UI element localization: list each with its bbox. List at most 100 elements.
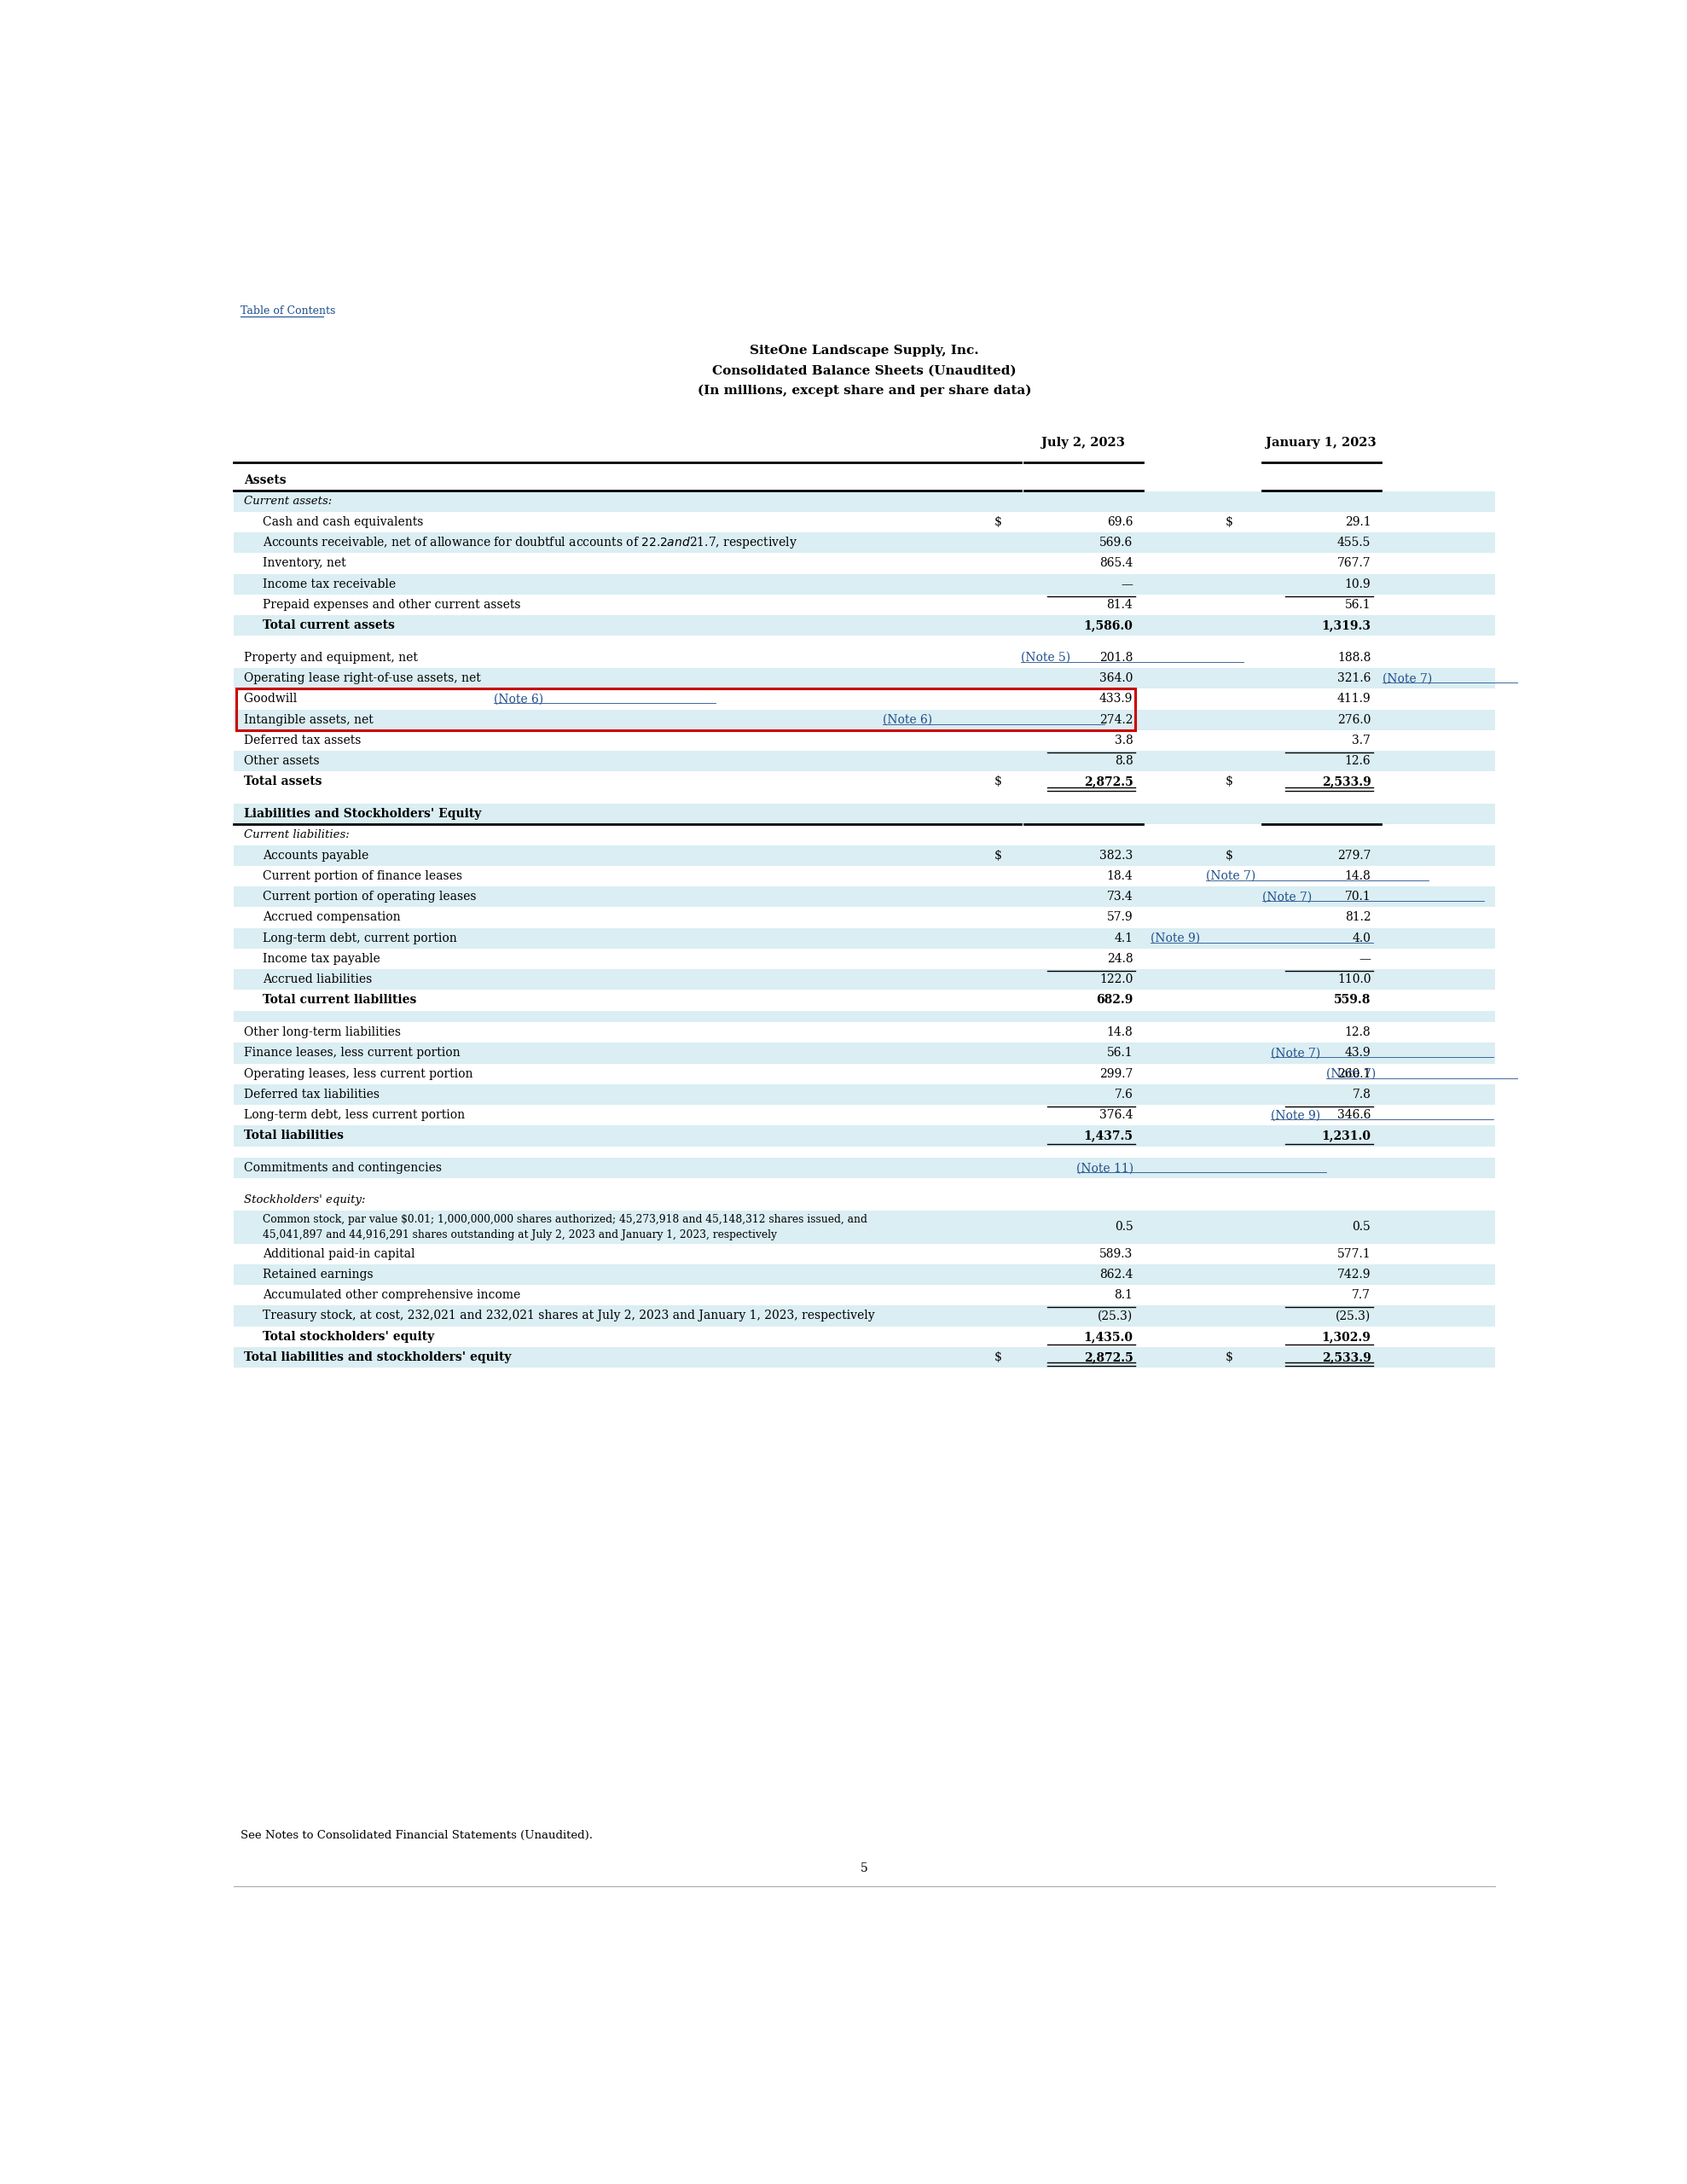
Text: 382.3: 382.3 — [1100, 850, 1134, 860]
Text: $: $ — [994, 1352, 1002, 1363]
Text: (Note 6): (Note 6) — [494, 692, 543, 705]
Text: Prepaid expenses and other current assets: Prepaid expenses and other current asset… — [263, 598, 520, 612]
Text: Total assets: Total assets — [245, 775, 322, 788]
Text: Accrued compensation: Accrued compensation — [263, 911, 400, 924]
Text: Intangible assets, net: Intangible assets, net — [245, 714, 378, 725]
Text: Property and equipment, net: Property and equipment, net — [245, 651, 422, 664]
Text: 0.5: 0.5 — [1353, 1221, 1372, 1234]
Text: 7.7: 7.7 — [1353, 1289, 1372, 1302]
Bar — [234, 1125, 1495, 1147]
Text: Deferred tax liabilities: Deferred tax liabilities — [245, 1088, 380, 1101]
Text: 57.9: 57.9 — [1107, 911, 1134, 924]
Text: 1,319.3: 1,319.3 — [1321, 620, 1372, 631]
Text: Total stockholders' equity: Total stockholders' equity — [263, 1330, 434, 1343]
Text: Liabilities and Stockholders' Equity: Liabilities and Stockholders' Equity — [245, 808, 481, 819]
Text: (Note 5): (Note 5) — [1021, 651, 1071, 664]
Text: 24.8: 24.8 — [1107, 952, 1134, 965]
Text: $: $ — [1225, 515, 1233, 529]
Text: $: $ — [1225, 850, 1233, 860]
Text: Income tax receivable: Income tax receivable — [263, 579, 395, 590]
Bar — [236, 688, 1135, 729]
Text: Commitments and contingencies: Commitments and contingencies — [245, 1162, 445, 1175]
Text: 2,872.5: 2,872.5 — [1083, 1352, 1134, 1363]
Text: Current portion of operating leases: Current portion of operating leases — [263, 891, 479, 902]
Text: Other assets: Other assets — [245, 756, 319, 767]
Text: 3.7: 3.7 — [1353, 734, 1372, 747]
Text: Inventory, net: Inventory, net — [263, 557, 346, 570]
Text: Consolidated Balance Sheets (Unaudited): Consolidated Balance Sheets (Unaudited) — [712, 365, 1017, 376]
Text: Operating lease right-of-use assets, net: Operating lease right-of-use assets, net — [245, 673, 484, 684]
Text: 81.4: 81.4 — [1107, 598, 1134, 612]
Text: (Note 6): (Note 6) — [882, 714, 931, 725]
Text: 29.1: 29.1 — [1345, 515, 1372, 529]
Text: 8.8: 8.8 — [1115, 756, 1134, 767]
Text: 682.9: 682.9 — [1097, 994, 1134, 1007]
Bar — [234, 751, 1495, 771]
Text: See Notes to Consolidated Financial Statements (Unaudited).: See Notes to Consolidated Financial Stat… — [241, 1830, 592, 1841]
Text: 411.9: 411.9 — [1338, 692, 1372, 705]
Text: 8.1: 8.1 — [1115, 1289, 1134, 1302]
Bar — [234, 1265, 1495, 1284]
Text: 14.8: 14.8 — [1345, 869, 1372, 882]
Text: 4.0: 4.0 — [1353, 933, 1372, 943]
Text: 865.4: 865.4 — [1100, 557, 1134, 570]
Text: 1,586.0: 1,586.0 — [1083, 620, 1134, 631]
Bar — [234, 970, 1495, 989]
Bar — [234, 616, 1495, 636]
Text: $: $ — [994, 775, 1002, 788]
Bar — [234, 1083, 1495, 1105]
Text: (Note 7): (Note 7) — [1326, 1068, 1377, 1079]
Text: 260.1: 260.1 — [1338, 1068, 1372, 1079]
Text: 1,231.0: 1,231.0 — [1321, 1129, 1372, 1142]
Text: Total liabilities and stockholders' equity: Total liabilities and stockholders' equi… — [245, 1352, 511, 1363]
Text: Accounts payable: Accounts payable — [263, 850, 368, 860]
Text: $: $ — [1225, 1352, 1233, 1363]
Bar — [234, 574, 1495, 594]
Text: 7.8: 7.8 — [1353, 1088, 1372, 1101]
Text: Current assets:: Current assets: — [245, 496, 332, 507]
Text: (Note 7): (Note 7) — [1382, 673, 1432, 684]
Text: 45,041,897 and 44,916,291 shares outstanding at July 2, 2023 and January 1, 2023: 45,041,897 and 44,916,291 shares outstan… — [263, 1230, 776, 1241]
Text: 56.1: 56.1 — [1345, 598, 1372, 612]
Text: 559.8: 559.8 — [1334, 994, 1372, 1007]
Text: Operating leases, less current portion: Operating leases, less current portion — [245, 1068, 477, 1079]
Text: Current liabilities:: Current liabilities: — [245, 830, 349, 841]
Text: $: $ — [994, 515, 1002, 529]
Text: 577.1: 577.1 — [1338, 1247, 1372, 1260]
Text: Table of Contents: Table of Contents — [241, 306, 336, 317]
Text: 346.6: 346.6 — [1338, 1109, 1372, 1120]
Text: 188.8: 188.8 — [1338, 651, 1372, 664]
Text: 70.1: 70.1 — [1345, 891, 1372, 902]
Bar — [234, 1011, 1495, 1022]
Text: 7.6: 7.6 — [1115, 1088, 1134, 1101]
Text: 14.8: 14.8 — [1107, 1026, 1134, 1037]
Bar — [234, 1210, 1495, 1243]
Text: 589.3: 589.3 — [1100, 1247, 1134, 1260]
Text: Cash and cash equivalents: Cash and cash equivalents — [263, 515, 423, 529]
Text: 4.1: 4.1 — [1113, 933, 1134, 943]
Bar — [234, 1306, 1495, 1326]
Text: (Note 9): (Note 9) — [1151, 933, 1201, 943]
Text: Accounts receivable, net of allowance for doubtful accounts of $22.2 and $21.7, : Accounts receivable, net of allowance fo… — [263, 535, 798, 550]
Text: 274.2: 274.2 — [1100, 714, 1134, 725]
Text: Additional paid-in capital: Additional paid-in capital — [263, 1247, 415, 1260]
Text: 279.7: 279.7 — [1338, 850, 1372, 860]
Text: 2,533.9: 2,533.9 — [1321, 1352, 1372, 1363]
Bar — [234, 887, 1495, 906]
Text: Treasury stock, at cost, 232,021 and 232,021 shares at July 2, 2023 and January : Treasury stock, at cost, 232,021 and 232… — [263, 1310, 874, 1321]
Text: 69.6: 69.6 — [1107, 515, 1134, 529]
Bar — [234, 928, 1495, 948]
Text: Finance leases, less current portion: Finance leases, less current portion — [245, 1046, 464, 1059]
Text: 1,435.0: 1,435.0 — [1083, 1330, 1134, 1343]
Text: Long-term debt, less current portion: Long-term debt, less current portion — [245, 1109, 469, 1120]
Text: Income tax payable: Income tax payable — [263, 952, 380, 965]
Text: 1,302.9: 1,302.9 — [1321, 1330, 1372, 1343]
Text: 122.0: 122.0 — [1100, 974, 1134, 985]
Text: Deferred tax assets: Deferred tax assets — [245, 734, 361, 747]
Bar — [234, 668, 1495, 688]
Text: (Note 11): (Note 11) — [1076, 1162, 1134, 1175]
Text: (In millions, except share and per share data): (In millions, except share and per share… — [698, 384, 1031, 395]
Text: 43.9: 43.9 — [1345, 1046, 1372, 1059]
Text: 2,533.9: 2,533.9 — [1321, 775, 1372, 788]
Text: SiteOne Landscape Supply, Inc.: SiteOne Landscape Supply, Inc. — [751, 345, 978, 356]
